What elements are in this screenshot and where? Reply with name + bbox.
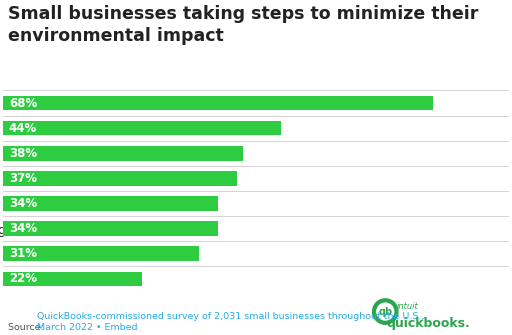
Bar (3, 121, 282, 135)
Text: intuit: intuit (397, 302, 418, 311)
Text: quickbooks.: quickbooks. (387, 317, 471, 330)
Circle shape (373, 299, 398, 324)
Bar (3, 247, 199, 261)
Text: qb: qb (378, 307, 392, 317)
Text: 38%: 38% (9, 147, 37, 160)
Circle shape (377, 303, 394, 320)
Text: 34%: 34% (9, 197, 37, 210)
Bar (3, 272, 142, 286)
Bar (3, 146, 243, 160)
Text: 37%: 37% (9, 172, 37, 185)
Text: 44%: 44% (9, 122, 37, 135)
Bar (3, 196, 218, 211)
Text: Source:: Source: (8, 323, 47, 332)
Bar (3, 96, 433, 110)
Text: 31%: 31% (9, 247, 37, 260)
Text: 68%: 68% (9, 96, 37, 110)
Text: 34%: 34% (9, 222, 37, 235)
Bar (3, 221, 218, 236)
Text: Small businesses taking steps to minimize their
environmental impact: Small businesses taking steps to minimiz… (8, 5, 478, 45)
Text: 22%: 22% (9, 272, 37, 285)
Text: QuickBooks-commissioned survey of 2,031 small businesses throughout the U.S.,
Ma: QuickBooks-commissioned survey of 2,031 … (37, 312, 424, 332)
Bar (3, 171, 237, 186)
